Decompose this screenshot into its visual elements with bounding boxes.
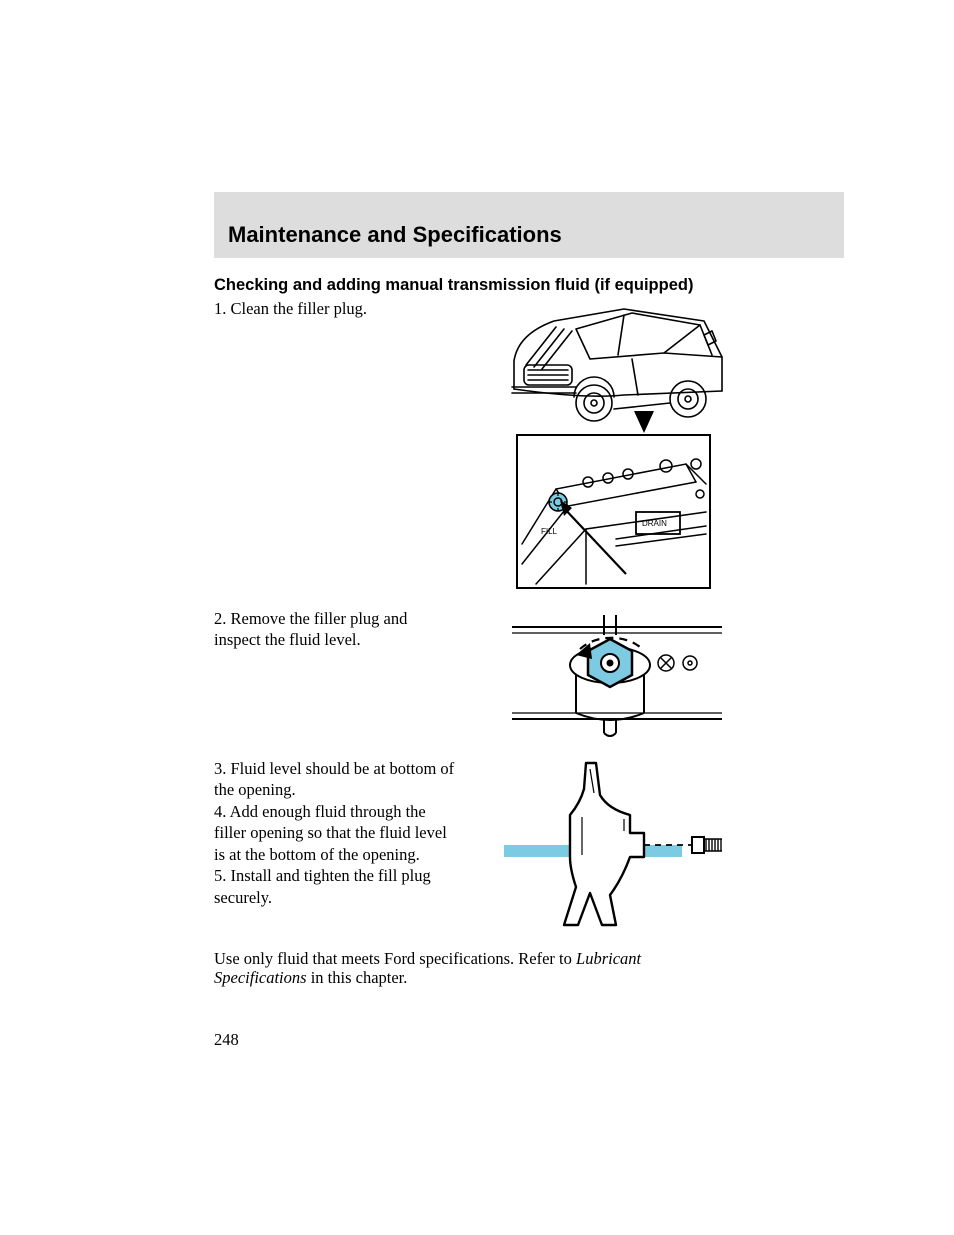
step-text: securely. (214, 888, 484, 907)
step-1-text: 1. Clean the filler plug. (214, 299, 484, 320)
step-text: 1. Clean the filler plug. (214, 299, 484, 318)
step-2-figure (504, 609, 729, 739)
step-text: 5. Install and tighten the fill plug (214, 866, 484, 885)
footnote: Use only fluid that meets Ford specifica… (214, 949, 734, 988)
step-text: the opening. (214, 780, 484, 799)
drain-label: DRAIN (642, 519, 667, 528)
step-3-5-row: 3. Fluid level should be at bottom of th… (214, 759, 844, 929)
step-3-5-text: 3. Fluid level should be at bottom of th… (214, 759, 484, 909)
step-text: filler opening so that the fluid level (214, 823, 484, 842)
step-text: 2. Remove the filler plug and (214, 609, 484, 628)
fluid-level-illustration (504, 759, 729, 929)
filler-plug-illustration (504, 609, 729, 739)
transmission-detail-illustration: FILL DRAIN (516, 434, 711, 589)
footnote-post: in this chapter. (307, 968, 408, 987)
step-1-figures: FILL DRAIN (504, 299, 729, 589)
fill-label: FILL (541, 527, 558, 536)
step-2-text: 2. Remove the filler plug and inspect th… (214, 609, 484, 652)
page-title: Maintenance and Specifications (228, 222, 830, 248)
truck-illustration (504, 299, 729, 434)
step-1-row: 1. Clean the filler plug. (214, 299, 844, 589)
step-text: is at the bottom of the opening. (214, 845, 484, 864)
section-subheading: Checking and adding manual transmission … (214, 276, 844, 295)
page-number: 248 (214, 1030, 239, 1050)
step-2-row: 2. Remove the filler plug and inspect th… (214, 609, 844, 739)
step-3-5-figure (504, 759, 729, 929)
step-text: 3. Fluid level should be at bottom of (214, 759, 484, 778)
header-band: Maintenance and Specifications (214, 192, 844, 258)
footnote-pre: Use only fluid that meets Ford specifica… (214, 949, 576, 968)
step-text: inspect the fluid level. (214, 630, 484, 649)
step-text: 4. Add enough fluid through the (214, 802, 484, 821)
document-page: Maintenance and Specifications Checking … (0, 0, 954, 1235)
